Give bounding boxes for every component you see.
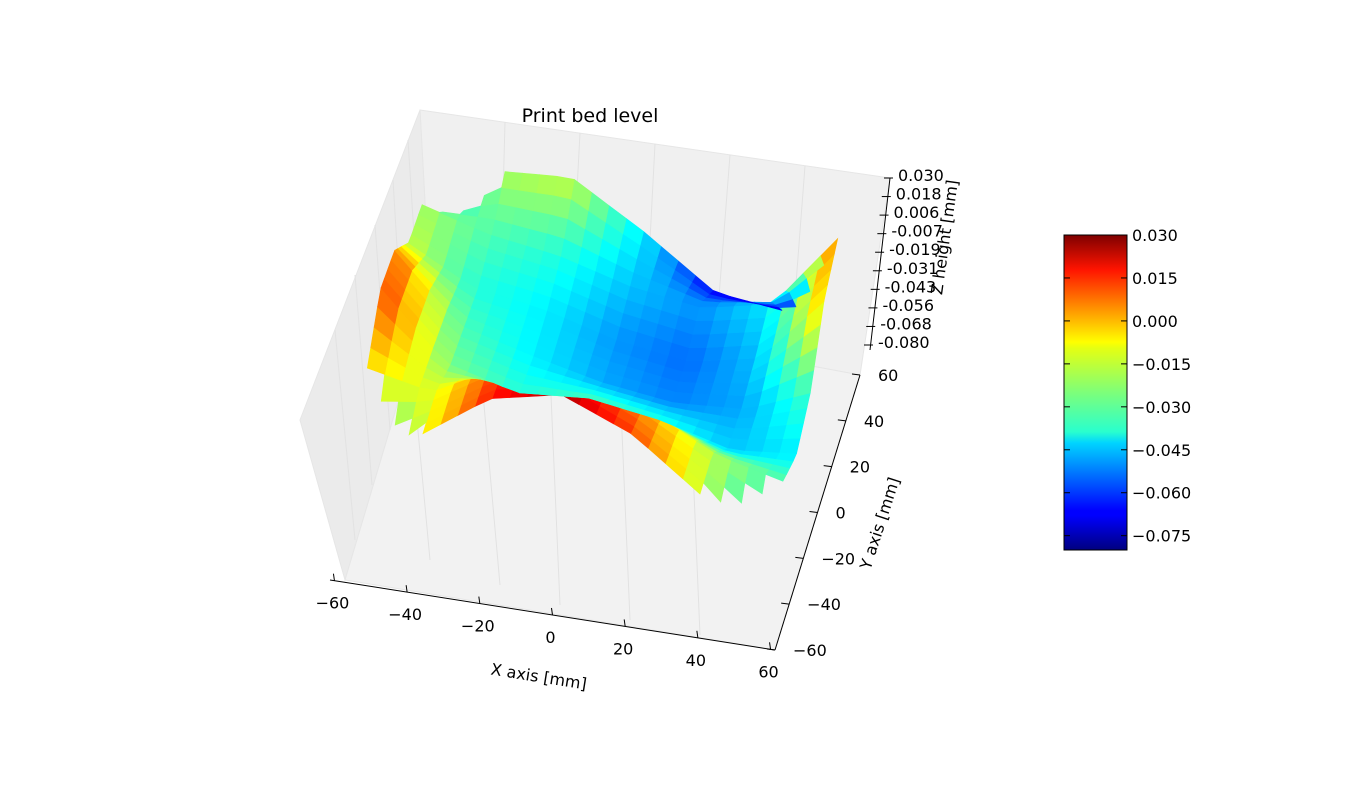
surface-facet	[438, 211, 461, 221]
colorbar-tick-label: −0.075	[1132, 527, 1191, 546]
surface-facet	[459, 205, 482, 217]
y-tick-label: 0	[836, 504, 846, 523]
z-tick-label: -0.080	[878, 333, 930, 352]
x-tick-label: −40	[388, 605, 422, 624]
x-axis-label: X axis [mm]	[490, 660, 589, 694]
y-tick-label: −20	[821, 549, 855, 568]
z-tick-label: -0.019	[889, 240, 941, 259]
surface-facet	[515, 189, 537, 211]
grid-line	[354, 274, 373, 486]
x-tick-label: −60	[316, 594, 350, 613]
z-tick-label: -0.068	[880, 314, 932, 333]
x-tick-label: 0	[545, 628, 555, 647]
colorbar-tick-label: −0.060	[1132, 484, 1191, 503]
surface-facet	[532, 192, 554, 215]
y-tick-mark	[766, 648, 776, 651]
x-tick-label: 20	[613, 639, 633, 658]
x-tick-mark	[696, 630, 699, 638]
y-axis-label: Y axis [mm]	[856, 475, 904, 573]
z-tick-label: 0.030	[898, 166, 944, 185]
y-tick-mark	[781, 602, 790, 605]
x-axis-ticks: −60 −40 −20 0 20 40 60	[316, 573, 779, 681]
x-tick-mark	[769, 642, 772, 650]
surface-facet	[501, 171, 523, 191]
x-tick-mark	[478, 596, 481, 604]
x-tick-mark	[405, 585, 408, 593]
y-tick-mark	[795, 556, 804, 559]
colorbar	[1063, 234, 1128, 551]
z-axis-line	[869, 177, 891, 351]
y-tick-mark	[837, 419, 846, 422]
colorbar-tick-label: 0.000	[1132, 312, 1178, 331]
surface-plot	[366, 171, 839, 504]
z-tick-label: 0.018	[896, 185, 942, 204]
colorbar-ticks: 0.030 0.015 0.000 −0.015 −0.030 −0.045 −0.060 −…	[1064, 226, 1191, 546]
y-tick-label: 60	[878, 366, 898, 385]
x-tick-label: 40	[686, 651, 706, 670]
x-tick-mark	[551, 607, 553, 616]
z-tick-label: -0.056	[882, 296, 934, 315]
z-tick-label: -0.031	[887, 259, 939, 278]
z-tick-label: -0.007	[891, 222, 943, 241]
surface-facet	[480, 186, 503, 207]
grid-line	[334, 329, 356, 541]
x-tick-mark	[332, 573, 335, 581]
colorbar-tick-label: −0.015	[1132, 355, 1191, 374]
x-tick-label: −20	[461, 617, 495, 636]
z-tick-label: -0.043	[885, 277, 937, 296]
x-tick-label: 60	[758, 662, 778, 681]
y-tick-mark	[823, 465, 832, 468]
y-tick-label: 40	[864, 412, 884, 431]
chart-title: Print bed level	[522, 105, 659, 127]
colorbar-tick-label: 0.030	[1132, 226, 1178, 245]
surface-facet	[518, 172, 541, 194]
z-axis-ticks: 0.0300.0180.006-0.007-0.019-0.031-0.043-…	[864, 166, 944, 352]
y-tick-label: −60	[793, 641, 827, 660]
y-tick-mark	[809, 511, 818, 513]
colorbar-tick-label: −0.030	[1132, 398, 1191, 417]
surface-facet	[553, 175, 575, 200]
colorbar-tick-label: −0.045	[1132, 441, 1191, 460]
surface-facet	[497, 187, 520, 208]
grid-line	[549, 371, 561, 606]
y-tick-label: −40	[807, 595, 841, 614]
y-axis-ticks: 60 40 20 0 −20 −40 −60	[766, 366, 898, 660]
x-tick-mark	[623, 619, 626, 627]
colorbar-tick-label: 0.015	[1132, 269, 1178, 288]
z-tick-label: 0.006	[894, 203, 940, 222]
y-tick-mark	[851, 373, 861, 376]
surface-facet	[418, 204, 440, 224]
y-tick-label: 20	[850, 458, 870, 477]
